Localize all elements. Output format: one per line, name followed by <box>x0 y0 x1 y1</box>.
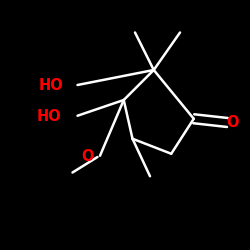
Text: O: O <box>226 115 239 130</box>
Text: HO: HO <box>39 78 64 92</box>
Text: HO: HO <box>37 109 62 124</box>
Text: O: O <box>81 149 93 164</box>
